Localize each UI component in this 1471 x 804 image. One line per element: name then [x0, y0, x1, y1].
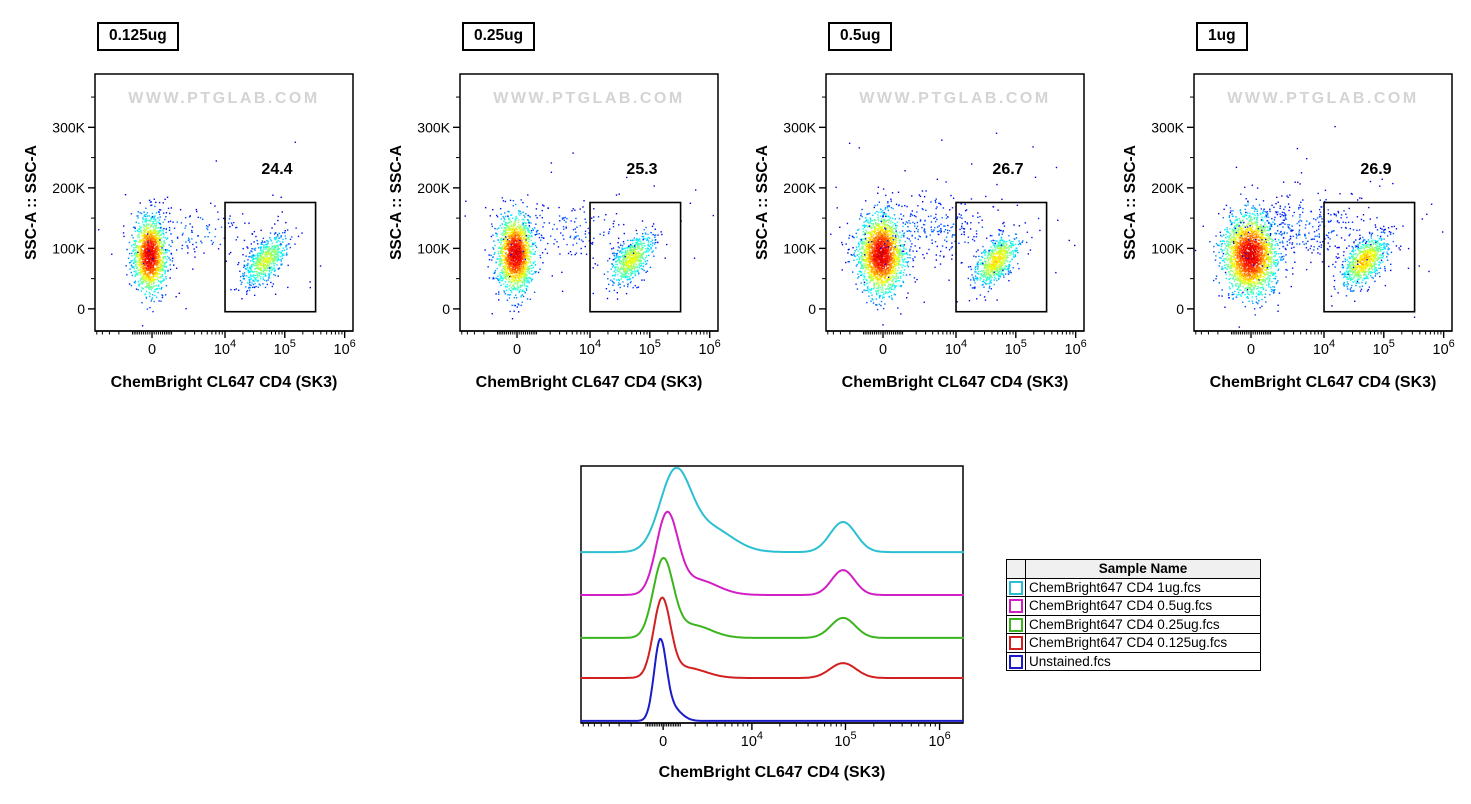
- svg-text:200K: 200K: [1151, 180, 1184, 196]
- svg-text:105: 105: [1373, 338, 1395, 358]
- svg-text:200K: 200K: [783, 180, 816, 196]
- concentration-label: 0.125ug: [97, 22, 179, 51]
- svg-text:300K: 300K: [783, 119, 816, 135]
- svg-text:106: 106: [1433, 338, 1455, 358]
- x-axis-title: ChemBright CL647 CD4 (SK3): [658, 764, 886, 781]
- x-axis-title: ChemBright CL647 CD4 (SK3): [1209, 374, 1437, 391]
- legend-row: ChemBright647 CD4 0.25ug.fcs: [1006, 614, 1261, 634]
- svg-text:0: 0: [879, 342, 887, 358]
- svg-text:300K: 300K: [1151, 119, 1184, 135]
- svg-text:104: 104: [1313, 338, 1335, 358]
- legend-header-label: Sample Name: [1025, 559, 1261, 579]
- legend-header-row: Sample Name: [1006, 559, 1261, 579]
- scatter-panel-0.5ug: 0.5ug WWW.PTGLAB.COM SSC-A :: SSC-A 26.7…: [745, 14, 1109, 406]
- sample-name: ChemBright647 CD4 0.5ug.fcs: [1025, 596, 1261, 616]
- svg-text:0: 0: [1176, 301, 1184, 317]
- legend-swatch: [1009, 617, 1023, 632]
- svg-text:300K: 300K: [417, 119, 450, 135]
- svg-text:0: 0: [442, 301, 450, 317]
- concentration-label: 0.25ug: [462, 22, 536, 51]
- svg-text:100K: 100K: [783, 240, 816, 256]
- svg-text:100K: 100K: [1151, 240, 1184, 256]
- svg-text:200K: 200K: [52, 180, 85, 196]
- svg-text:100K: 100K: [417, 240, 450, 256]
- svg-text:105: 105: [834, 730, 856, 750]
- svg-text:104: 104: [945, 338, 967, 358]
- sample-name: ChemBright647 CD4 0.25ug.fcs: [1025, 614, 1261, 634]
- svg-text:105: 105: [1005, 338, 1027, 358]
- sample-name: Unstained.fcs: [1025, 651, 1261, 671]
- svg-text:0: 0: [77, 301, 85, 317]
- svg-text:0: 0: [808, 301, 816, 317]
- dot-plot-frame: 0 104 105 106 0 100K 200K 300K: [52, 73, 356, 358]
- legend-row: ChemBright647 CD4 1ug.fcs: [1006, 577, 1261, 597]
- svg-text:300K: 300K: [52, 119, 85, 135]
- scatter-panel-1ug: 1ug WWW.PTGLAB.COM SSC-A :: SSC-A 26.9 C…: [1113, 14, 1471, 406]
- legend-header-empty: [1006, 559, 1026, 579]
- histogram-frame: 0 104 105 106: [580, 465, 964, 750]
- svg-text:200K: 200K: [417, 180, 450, 196]
- svg-text:105: 105: [274, 338, 296, 358]
- svg-text:106: 106: [928, 730, 950, 750]
- svg-text:0: 0: [1247, 342, 1255, 358]
- gate-percent-label: 26.7: [992, 161, 1024, 178]
- legend-swatch: [1009, 599, 1023, 614]
- dot-plot-frame: 0 104 105 106 0 100K 200K 300K: [783, 73, 1087, 358]
- svg-text:104: 104: [741, 730, 763, 750]
- dot-plot-frame: 0 104 105 106 0 100K 200K 300K: [1151, 73, 1455, 358]
- svg-text:0: 0: [148, 342, 156, 358]
- y-axis-title: SSC-A :: SSC-A: [388, 145, 405, 260]
- svg-text:100K: 100K: [52, 240, 85, 256]
- svg-text:106: 106: [699, 338, 721, 358]
- svg-text:104: 104: [579, 338, 601, 358]
- svg-text:104: 104: [214, 338, 236, 358]
- gate-percent-label: 26.9: [1360, 161, 1392, 178]
- sample-name: ChemBright647 CD4 0.125ug.fcs: [1025, 633, 1261, 653]
- svg-text:105: 105: [639, 338, 661, 358]
- legend-swatch: [1009, 580, 1023, 595]
- y-axis-title: SSC-A :: SSC-A: [754, 145, 771, 260]
- legend-row: Unstained.fcs: [1006, 651, 1261, 671]
- gate-percent-label: 24.4: [261, 161, 293, 178]
- svg-text:106: 106: [334, 338, 356, 358]
- svg-text:0: 0: [659, 734, 667, 750]
- legend-swatch: [1009, 636, 1023, 651]
- svg-text:106: 106: [1065, 338, 1087, 358]
- svg-text:0: 0: [513, 342, 521, 358]
- legend-swatch: [1009, 654, 1023, 669]
- sample-legend-table: Sample Name ChemBright647 CD4 1ug.fcs Ch…: [1006, 559, 1261, 671]
- concentration-label: 1ug: [1196, 22, 1248, 51]
- sample-name: ChemBright647 CD4 1ug.fcs: [1025, 577, 1261, 597]
- concentration-label: 0.5ug: [828, 22, 893, 51]
- y-axis-title: SSC-A :: SSC-A: [23, 145, 40, 260]
- y-axis-title: SSC-A :: SSC-A: [1122, 145, 1139, 260]
- legend-row: ChemBright647 CD4 0.125ug.fcs: [1006, 633, 1261, 653]
- x-axis-title: ChemBright CL647 CD4 (SK3): [110, 374, 338, 391]
- x-axis-title: ChemBright CL647 CD4 (SK3): [475, 374, 703, 391]
- scatter-panel-0.25ug: 0.25ug WWW.PTGLAB.COM SSC-A :: SSC-A 25.…: [379, 14, 743, 406]
- scatter-panel-0.125ug: 0.125ug WWW.PTGLAB.COM SSC-A :: SSC-A 24…: [14, 14, 378, 406]
- gate-percent-label: 25.3: [626, 161, 658, 178]
- x-axis-title: ChemBright CL647 CD4 (SK3): [841, 374, 1069, 391]
- legend-row: ChemBright647 CD4 0.5ug.fcs: [1006, 596, 1261, 616]
- dot-plot-frame: 0 104 105 106 0 100K 200K 300K: [417, 73, 721, 358]
